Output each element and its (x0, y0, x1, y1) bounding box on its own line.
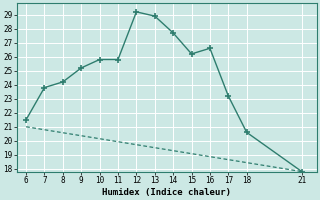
X-axis label: Humidex (Indice chaleur): Humidex (Indice chaleur) (102, 188, 231, 197)
